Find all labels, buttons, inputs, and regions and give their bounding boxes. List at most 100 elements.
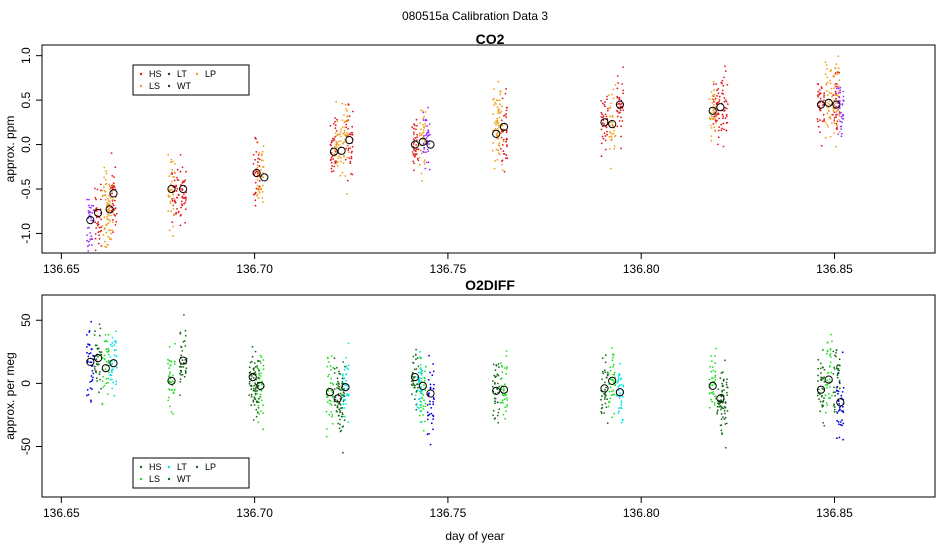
mean-marker: [608, 376, 617, 385]
data-point-extra: [426, 404, 429, 406]
data-point-hs: [414, 384, 416, 387]
data-point-ls: [713, 402, 716, 404]
data-point-wt: [725, 100, 728, 103]
data-point-hs: [98, 373, 101, 376]
co2-legend-wt-marker: [167, 84, 171, 88]
mean-marker: [499, 122, 509, 131]
co2-axes: 136.65 136.70 136.75 136.80 136.85-1.0-0.50.…: [19, 47, 853, 276]
data-point-lp2: [839, 120, 842, 123]
data-point-lp: [835, 352, 837, 354]
data-point-lt: [416, 403, 418, 405]
data-point-wt: [620, 116, 622, 119]
data-point-ls: [611, 359, 614, 362]
data-point-hs: [722, 379, 725, 381]
data-point-lp: [344, 126, 346, 128]
data-point-hs: [97, 221, 100, 223]
data-point-lt: [87, 212, 90, 214]
data-point-wt: [618, 120, 621, 122]
data-point-wt: [726, 394, 729, 396]
mean-marker: [329, 147, 338, 156]
data-point-lp: [252, 387, 255, 390]
data-point-hs: [817, 120, 819, 123]
data-point-wt: [724, 117, 727, 119]
data-point-hs: [602, 119, 605, 121]
mean-marker: [101, 364, 110, 373]
data-point-hs: [820, 362, 822, 365]
data-point-hs: [604, 148, 607, 151]
mean-marker: [716, 394, 725, 403]
data-point-lp: [342, 142, 344, 145]
data-point-hs: [716, 413, 718, 415]
data-point-hs: [254, 388, 257, 390]
data-point-lt: [115, 349, 117, 351]
data-point-ls: [420, 172, 423, 175]
co2-legend-lp-marker: [195, 72, 199, 76]
data-point-hs: [492, 363, 495, 366]
data-point-hs: [334, 136, 336, 138]
data-point-hs: [604, 354, 607, 357]
data-point-lt: [87, 245, 89, 248]
data-point-lp: [109, 188, 111, 191]
data-point-extra: [92, 354, 94, 357]
data-point-ls: [424, 125, 427, 127]
data-point-hs: [251, 375, 253, 377]
data-point-lp: [838, 364, 841, 367]
data-point-ls: [608, 401, 610, 403]
data-point-lp: [497, 112, 499, 115]
data-point-hs: [99, 327, 102, 330]
data-point-wt: [113, 176, 115, 179]
data-point-ls: [104, 334, 107, 336]
data-point-ls: [103, 340, 106, 343]
data-point-lt: [343, 415, 346, 418]
data-point-hs: [178, 365, 181, 368]
data-point-wt: [720, 429, 723, 432]
data-point-hs: [336, 118, 338, 121]
data-point-ls: [422, 129, 425, 131]
data-point-ls: [422, 131, 425, 134]
data-point-hs: [175, 190, 178, 192]
data-point-hs: [416, 383, 419, 386]
data-point-ls: [169, 364, 172, 367]
data-point-ls: [172, 374, 175, 377]
data-point-ls: [326, 356, 329, 359]
data-point-hs: [98, 226, 101, 229]
co2-legend-lt-marker: [167, 72, 171, 76]
data-point-wt: [350, 151, 353, 154]
data-point-lp: [835, 366, 838, 368]
data-point-ls: [258, 372, 260, 375]
data-point-hs: [606, 130, 608, 133]
data-point-lt: [109, 379, 112, 381]
mean-marker: [252, 168, 261, 178]
data-point-hs: [493, 382, 496, 384]
data-point-ls: [167, 362, 169, 365]
data-point-hs: [492, 414, 494, 417]
data-point-lp: [256, 390, 259, 392]
data-point-ls: [499, 402, 502, 404]
data-point-ls: [828, 116, 831, 119]
data-point-ls: [829, 135, 832, 138]
data-point-ls: [261, 382, 263, 385]
data-point-ls: [168, 388, 170, 390]
data-point-ls: [826, 384, 829, 386]
y-tick-label: 0.5: [19, 91, 33, 108]
data-point-ls: [610, 138, 613, 141]
data-point-ls: [708, 98, 711, 101]
data-point-extra: [842, 438, 844, 441]
data-point-lt: [416, 376, 419, 378]
data-point-lt: [86, 239, 89, 242]
data-point-ls: [418, 134, 421, 137]
data-point-hs: [174, 201, 177, 204]
data-point-ls: [713, 89, 715, 91]
data-point-ls: [169, 200, 172, 203]
data-point-ls: [505, 394, 507, 397]
data-point-wt: [721, 382, 723, 385]
data-point-ls: [330, 368, 332, 371]
data-point-wt: [832, 113, 834, 116]
data-point-hs: [94, 237, 97, 240]
data-point-ls: [106, 393, 109, 395]
data-point-hs: [95, 358, 98, 361]
data-point-wt: [835, 116, 837, 118]
data-point-wt: [339, 430, 342, 433]
data-point-lp: [109, 220, 112, 223]
